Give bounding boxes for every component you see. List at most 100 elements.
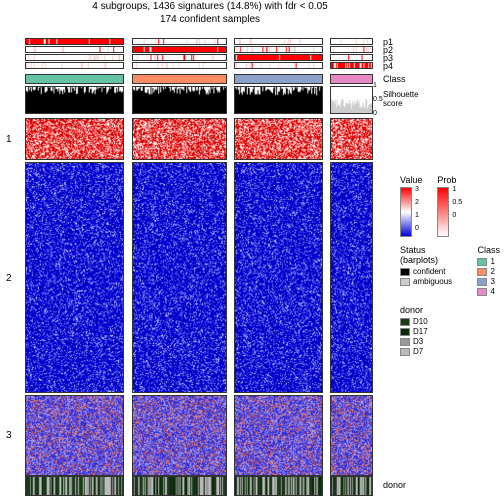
legend-value-title: Value: [400, 175, 422, 185]
value-tick-0: 0: [415, 225, 419, 232]
legend-value: Value 3 2 1 0: [400, 175, 422, 237]
status-item-ambiguous: ambiguous: [400, 277, 462, 286]
donor-g2: [234, 476, 323, 496]
heatmap-c0-g0: [25, 118, 124, 160]
legend-donor: donor D10D17D3D7: [400, 305, 500, 356]
prob-row-p1-g3: [330, 38, 373, 45]
prob-row-p2-g0: [25, 46, 124, 53]
donor-label-D10: D10: [413, 317, 428, 326]
class-label-4: 4: [490, 287, 494, 296]
prob-row-p3-g2: [234, 54, 323, 61]
class-track-g3: [330, 74, 373, 84]
donor-swatch-D17: [400, 328, 410, 336]
heatmap-c1-g2: [234, 162, 323, 392]
donor-swatch-D7: [400, 348, 410, 356]
heatmap-c2-g3: [330, 395, 373, 476]
heatmap-c1-g1: [132, 162, 228, 392]
class-label-1: 1: [490, 257, 494, 266]
legend-status-title: Status (barplots): [400, 245, 462, 265]
silhouette-g2: [234, 86, 323, 114]
donor-g0: [25, 476, 124, 496]
class-label: Class: [383, 74, 406, 84]
heatmap-c1-g0: [25, 162, 124, 392]
class-swatch-1: [477, 258, 487, 266]
figure-container: 4 subgroups, 1436 signatures (14.8%) wit…: [0, 0, 504, 504]
legend-class-title: Class: [477, 245, 500, 255]
prob-row-p2-g1: [132, 46, 228, 53]
sil-tick-0.5: 0.5: [373, 96, 383, 103]
silhouette-label: Silhouettescore: [383, 90, 419, 108]
heatmap-c0-g3: [330, 118, 373, 160]
value-tick-1: 1: [415, 212, 419, 219]
prob-tick-1: 1: [452, 186, 462, 193]
prob-row-p4-g0: [25, 62, 124, 69]
class-track-g1: [132, 74, 228, 84]
legend-prob-title: Prob: [437, 175, 456, 185]
legend-donor-items: D10D17D3D7: [400, 317, 500, 356]
colorbar-value-labels: 3 2 1 0: [415, 186, 419, 238]
heatmap-c0-g1: [132, 118, 228, 160]
sil-tick-0: 0: [373, 110, 377, 117]
prob-row-p1-g2: [234, 38, 323, 45]
plot-area: [25, 38, 380, 498]
class-track-g2: [234, 74, 323, 84]
prob-row-p1-g0: [25, 38, 124, 45]
donor-item-D17: D17: [400, 327, 500, 336]
value-tick-2: 2: [415, 199, 419, 206]
donor-g1: [132, 476, 228, 496]
colorbar-prob: 10.50: [437, 187, 449, 237]
figure-title: 4 subgroups, 1436 signatures (14.8%) wit…: [20, 0, 400, 26]
class-swatch-3: [477, 278, 487, 286]
prob-row-p4-g1: [132, 62, 228, 69]
status-label-ambiguous: ambiguous: [413, 277, 452, 286]
prob-row-p4-g2: [234, 62, 323, 69]
donor-swatch-D10: [400, 318, 410, 326]
prob-row-p3-g0: [25, 54, 124, 61]
sil-tick-1: 1: [373, 82, 377, 89]
class-label-3: 3: [490, 277, 494, 286]
prob-label-p4: p4: [383, 61, 393, 71]
status-item-confident: confident: [400, 267, 462, 276]
legend-class-items: 1234: [477, 257, 500, 296]
status-label-confident: confident: [413, 267, 445, 276]
silhouette-g1: [132, 86, 228, 114]
class-swatch-2: [477, 268, 487, 276]
class-label-2: 2: [490, 267, 494, 276]
prob-row-p1-g1: [132, 38, 228, 45]
class-item-1: 1: [477, 257, 500, 266]
status-swatch-ambiguous: [400, 278, 410, 286]
donor-label: donor: [383, 480, 406, 490]
legend-donor-title: donor: [400, 305, 500, 315]
legend-area: Value 3210 Prob 10.50 Status (barplots) …: [400, 175, 500, 364]
colorbar-prob-labels: 10.50: [452, 186, 462, 225]
class-item-3: 3: [477, 277, 500, 286]
title-line-2: 174 confident samples: [20, 13, 400, 26]
silhouette-g3: [330, 86, 373, 114]
heatmap-c2-g1: [132, 395, 228, 476]
colorbar-value: 3210: [400, 187, 412, 237]
prob-tick-0.5: 0.5: [452, 199, 462, 206]
title-line-1: 4 subgroups, 1436 signatures (14.8%) wit…: [20, 0, 400, 13]
class-track-g0: [25, 74, 124, 84]
row-cluster-2: 2: [6, 273, 12, 284]
prob-tick-0: 0: [452, 212, 462, 219]
class-item-4: 4: [477, 287, 500, 296]
heatmap-c1-g3: [330, 162, 373, 392]
donor-label-D7: D7: [413, 347, 423, 356]
donor-item-D10: D10: [400, 317, 500, 326]
value-tick-3: 3: [415, 186, 419, 193]
legend-status-items: confidentambiguous: [400, 267, 462, 286]
donor-swatch-D3: [400, 338, 410, 346]
prob-row-p3-g1: [132, 54, 228, 61]
row-cluster-1: 1: [6, 134, 12, 145]
silhouette-g0: [25, 86, 124, 114]
donor-item-D3: D3: [400, 337, 500, 346]
heatmap-c2-g2: [234, 395, 323, 476]
donor-label-D3: D3: [413, 337, 423, 346]
donor-g3: [330, 476, 373, 496]
donor-label-D17: D17: [413, 327, 428, 336]
heatmap-c2-g0: [25, 395, 124, 476]
prob-row-p2-g2: [234, 46, 323, 53]
prob-row-p4-g3: [330, 62, 373, 69]
donor-item-D7: D7: [400, 347, 500, 356]
